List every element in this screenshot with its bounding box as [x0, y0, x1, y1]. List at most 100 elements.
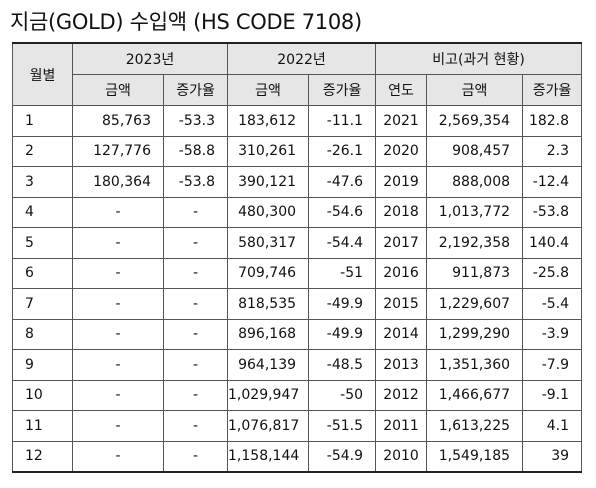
cell-past-amount: 911,873	[426, 257, 524, 289]
header-2023-rate: 증가율	[162, 74, 229, 106]
cell-month: 11	[12, 410, 73, 442]
table-row: 6- -709,746 -51 2016 911,873 -25.8	[12, 257, 583, 289]
cell-2022-amount: 580,317	[227, 227, 310, 259]
cell-2022-amount: 183,612	[227, 105, 310, 137]
cell-2022-rate: -54.9	[308, 440, 377, 473]
cell-2023-rate: -	[162, 440, 229, 473]
cell-2023-rate: -53.3	[162, 105, 229, 137]
cell-2022-amount: 896,168	[227, 318, 310, 350]
cell-year: 2015	[375, 288, 428, 320]
cell-month: 7	[12, 288, 73, 320]
cell-year: 2016	[375, 257, 428, 289]
cell-2023-rate: -	[162, 257, 229, 289]
cell-2023-rate: -	[162, 379, 229, 411]
cell-year: 2011	[375, 410, 428, 442]
cell-2023-rate: -58.8	[162, 135, 229, 167]
cell-2023-rate: -	[162, 196, 229, 228]
cell-2022-rate: -50	[308, 379, 377, 411]
table-row: 12- -1,158,144 -54.9 2010 1,549,185 39	[12, 440, 583, 473]
cell-month: 5	[12, 227, 73, 259]
header-year: 연도	[375, 74, 428, 106]
cell-year: 2014	[375, 318, 428, 350]
cell-2022-amount: 1,076,817	[227, 410, 310, 442]
cell-past-amount: 1,013,772	[426, 196, 524, 228]
cell-year: 2021	[375, 105, 428, 137]
cell-2023-amount: -	[72, 227, 164, 259]
cell-2022-rate: -48.5	[308, 349, 377, 381]
table-row: 8- -896,168 -49.9 2014 1,299,290 -3.9	[12, 318, 583, 350]
cell-2023-rate: -53.8	[162, 166, 229, 198]
cell-2023-amount: -	[72, 440, 164, 473]
cell-2023-amount: -	[72, 288, 164, 320]
cell-past-rate: -9.1	[522, 379, 583, 411]
header-2023-amount: 금액	[72, 74, 164, 106]
cell-past-amount: 1,351,360	[426, 349, 524, 381]
header-row-1: 월별 2023년 2022년 비고(과거 현황)	[12, 42, 583, 106]
page-title: 지금(GOLD) 수입액 (HS CODE 7108)	[10, 10, 362, 34]
cell-past-rate: -7.9	[522, 349, 583, 381]
header-2022-amount: 금액	[227, 74, 310, 106]
cell-month: 4	[12, 196, 73, 228]
header-compare: 비고(과거 현황)	[375, 42, 583, 75]
header-row-2: 금액 증가율 금액 증가율 연도 금액 증가율	[13, 74, 583, 106]
cell-past-rate: -25.8	[522, 257, 583, 289]
cell-2022-amount: 1,158,144	[227, 440, 310, 473]
cell-2023-amount: -	[72, 318, 164, 350]
cell-month: 12	[12, 440, 73, 473]
cell-past-rate: 140.4	[522, 227, 583, 259]
cell-month: 8	[12, 318, 73, 350]
table-row: 7- -818,535 -49.9 2015 1,229,607 -5.4	[12, 288, 583, 320]
cell-2023-amount: 180,364	[72, 166, 164, 198]
cell-past-rate: 2.3	[522, 135, 583, 167]
cell-2022-rate: -49.9	[308, 318, 377, 350]
cell-2022-amount: 709,746	[227, 257, 310, 289]
table-body: 1 85,763 -53.3 183,612 -11.1 2021 2,569,354 182…	[12, 105, 583, 473]
cell-past-amount: 888,008	[426, 166, 524, 198]
cell-year: 2012	[375, 379, 428, 411]
cell-past-rate: -53.8	[522, 196, 583, 228]
cell-2023-rate: -	[162, 410, 229, 442]
cell-month: 6	[12, 257, 73, 289]
cell-month: 3	[12, 166, 73, 198]
cell-2023-amount: -	[72, 379, 164, 411]
cell-past-rate: -12.4	[522, 166, 583, 198]
table-row: 1 85,763 -53.3 183,612 -11.1 2021 2,569,354 182…	[12, 105, 583, 137]
cell-past-amount: 2,569,354	[426, 105, 524, 137]
cell-past-rate: -5.4	[522, 288, 583, 320]
header-2023: 2023년	[71, 42, 229, 75]
table-row: 9- -964,139 -48.5 2013 1,351,360 -7.9	[12, 349, 583, 381]
cell-2022-rate: -54.6	[308, 196, 377, 228]
cell-past-amount: 1,229,607	[426, 288, 524, 320]
cell-past-amount: 1,466,677	[426, 379, 524, 411]
cell-2022-rate: -51.5	[308, 410, 377, 442]
cell-2022-rate: -54.4	[308, 227, 377, 259]
cell-2022-rate: -49.9	[308, 288, 377, 320]
table-row: 4- -480,300 -54.6 2018 1,013,772 -53.8	[12, 196, 583, 228]
cell-past-amount: 908,457	[426, 135, 524, 167]
cell-year: 2019	[375, 166, 428, 198]
cell-2022-amount: 390,121	[227, 166, 310, 198]
table-row: 5- -580,317 -54.4 2017 2,192,358 140.4	[12, 227, 583, 259]
cell-2022-rate: -11.1	[308, 105, 377, 137]
header-past-amount: 금액	[426, 74, 524, 106]
cell-2022-amount: 480,300	[227, 196, 310, 228]
cell-month: 9	[12, 349, 73, 381]
cell-month: 2	[12, 135, 73, 167]
header-2022-rate: 증가율	[308, 74, 377, 106]
cell-past-amount: 2,192,358	[426, 227, 524, 259]
table-row: 2 127,776 -58.8 310,261 -26.1 2020 908,457 2.3	[12, 135, 583, 167]
cell-2023-rate: -	[162, 227, 229, 259]
cell-2023-amount: 85,763	[72, 105, 164, 137]
header-2022: 2022년	[227, 42, 377, 75]
cell-past-rate: -3.9	[522, 318, 583, 350]
cell-2023-amount: 127,776	[72, 135, 164, 167]
cell-past-rate: 4.1	[522, 410, 583, 442]
cell-2022-amount: 310,261	[227, 135, 310, 167]
cell-2023-rate: -	[162, 318, 229, 350]
cell-2022-amount: 818,535	[227, 288, 310, 320]
cell-month: 1	[12, 105, 73, 137]
header-month: 월별	[12, 42, 73, 106]
cell-past-rate: 182.8	[522, 105, 583, 137]
table-row: 11- -1,076,817 -51.5 2011 1,613,225 4.1	[12, 410, 583, 442]
